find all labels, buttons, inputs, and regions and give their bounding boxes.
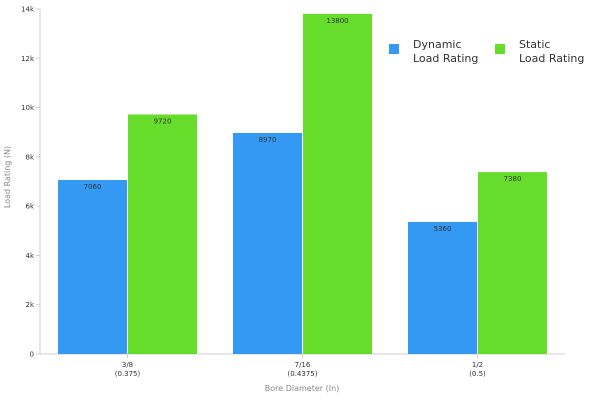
y-axis-title: Load Rating (N) <box>3 146 12 208</box>
y-tick-label: 10k <box>21 104 35 112</box>
bar <box>303 13 372 355</box>
x-tick-label: 3/8 <box>122 361 133 369</box>
x-tick-label: (0.375) <box>115 370 141 378</box>
y-tick-label: 14k <box>21 6 35 14</box>
x-tick-label: 7/16 <box>295 361 311 369</box>
y-tick-label: 0 <box>30 351 34 359</box>
bar-value-label: 8970 <box>259 136 277 144</box>
y-tick-label: 8k <box>25 153 34 161</box>
x-axis-title: Bore Diameter (In) <box>265 384 340 393</box>
legend-label: Load Rating <box>413 52 478 65</box>
bar <box>478 172 547 354</box>
bar <box>233 132 302 354</box>
legend-label: Dynamic <box>413 38 462 51</box>
bar-value-label: 9720 <box>154 117 172 125</box>
bar-value-label: 5360 <box>434 225 452 233</box>
legend-swatch <box>495 44 505 54</box>
x-tick-label: 1/2 <box>472 361 483 369</box>
bar <box>58 180 127 354</box>
legend-swatch <box>389 44 399 54</box>
y-tick-label: 4k <box>25 252 34 260</box>
x-axis: 3/8(0.375) 7/16(0.4375) 1/2(0.5) <box>40 353 565 378</box>
bar <box>128 114 197 354</box>
bars <box>58 13 547 355</box>
legend-label: Load Rating <box>519 52 584 65</box>
y-axis: 0 2k 4k 6k 8k 10k 12k 14k <box>21 6 41 359</box>
bar <box>408 221 477 354</box>
y-tick-label: 12k <box>21 55 35 63</box>
bar-value-label: 7380 <box>504 175 522 183</box>
y-tick-label: 6k <box>25 203 34 211</box>
bar-value-label: 7060 <box>84 183 102 191</box>
x-tick-label: (0.4375) <box>288 370 318 378</box>
x-tick-label: (0.5) <box>469 370 486 378</box>
data-labels: 7060 9720 8970 13800 5360 7380 <box>84 17 522 233</box>
bar-value-label: 13800 <box>326 17 348 25</box>
y-tick-label: 2k <box>25 301 34 309</box>
legend-label: Static <box>519 38 550 51</box>
